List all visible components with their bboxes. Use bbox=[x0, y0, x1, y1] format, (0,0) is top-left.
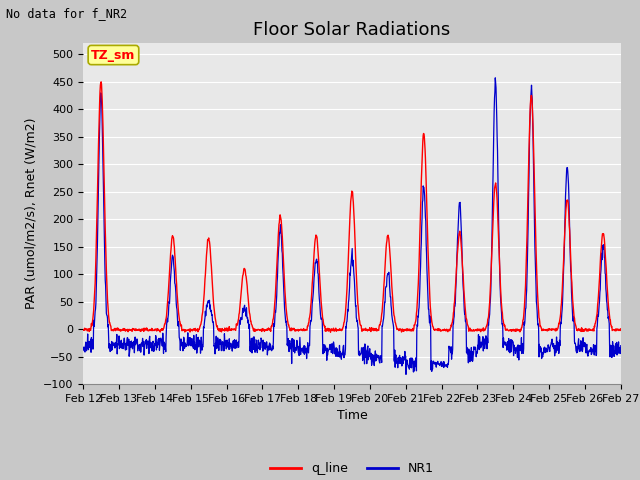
Legend: q_line, NR1: q_line, NR1 bbox=[265, 457, 439, 480]
X-axis label: Time: Time bbox=[337, 409, 367, 422]
Text: TZ_sm: TZ_sm bbox=[92, 48, 136, 61]
Y-axis label: PAR (umol/m2/s), Rnet (W/m2): PAR (umol/m2/s), Rnet (W/m2) bbox=[24, 118, 38, 309]
Title: Floor Solar Radiations: Floor Solar Radiations bbox=[253, 21, 451, 39]
Text: No data for f_NR2: No data for f_NR2 bbox=[6, 7, 127, 20]
